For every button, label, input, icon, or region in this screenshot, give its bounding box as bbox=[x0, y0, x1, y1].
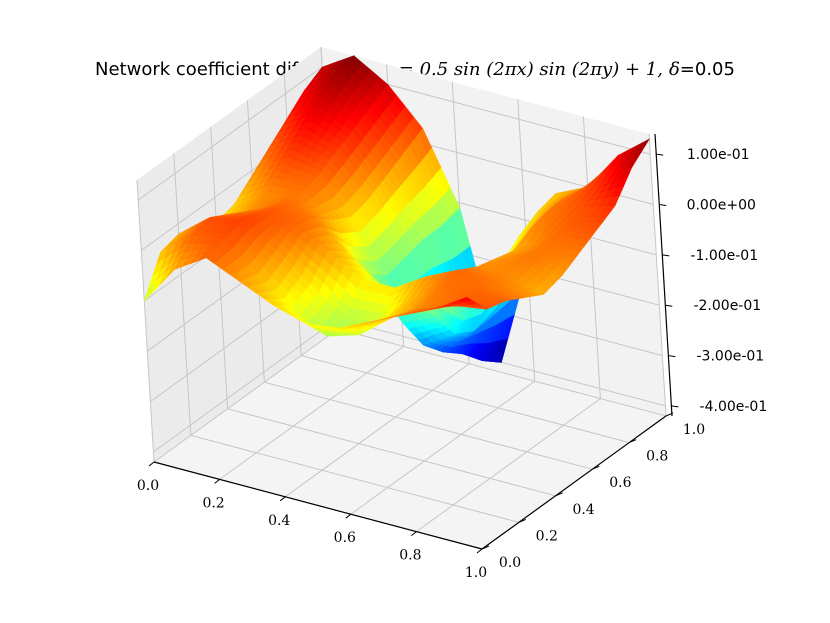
y-tick-label: 0.6 bbox=[609, 475, 631, 491]
surface-mesh bbox=[144, 55, 651, 363]
y-tick-mark bbox=[665, 412, 674, 417]
z-tick-mark bbox=[656, 153, 664, 156]
z-tick-mark bbox=[659, 204, 667, 206]
x-tick-mark bbox=[345, 513, 352, 519]
surface-facet bbox=[458, 296, 473, 303]
x-tick-label: 0.8 bbox=[399, 548, 421, 564]
y-axis-line bbox=[481, 415, 667, 550]
z-tick-mark bbox=[668, 355, 676, 358]
x-tick-label: 0.2 bbox=[202, 495, 224, 511]
x-tick-mark bbox=[148, 461, 155, 467]
z-tick-mark bbox=[671, 405, 679, 408]
z-tick-label: -2.00e-01 bbox=[693, 298, 761, 314]
y-axis-ticks: 0.0 0.2 0.4 0.6 0.8 1.0 bbox=[481, 412, 705, 571]
z-tick-label: 0.00e+00 bbox=[687, 198, 756, 214]
z-tick-mark bbox=[665, 304, 673, 307]
x-tick-mark bbox=[476, 548, 483, 554]
y-tick-mark bbox=[518, 518, 526, 523]
x-tick-label: 0.6 bbox=[334, 530, 356, 546]
y-tick-label: 0.0 bbox=[499, 555, 521, 571]
pane-floor bbox=[154, 329, 666, 549]
y-tick-label: 0.8 bbox=[646, 449, 668, 465]
x-axis-ticks: 0.0 0.2 0.4 0.6 0.8 1.0 bbox=[137, 461, 487, 581]
z-axis-line bbox=[654, 133, 673, 417]
x-tick-label: 1.0 bbox=[465, 565, 487, 581]
y-tick-label: 1.0 bbox=[683, 422, 705, 438]
y-tick-mark bbox=[555, 492, 563, 497]
z-tick-mark bbox=[662, 254, 670, 257]
z-axis-ticks: -4.00e-01 -3.00e-01 -2.00e-01 -1.00e-01 0.00… bbox=[656, 147, 767, 415]
y-tick-label: 0.2 bbox=[536, 528, 558, 544]
chart-title-formula: q = 0.5 sin (2πx) sin (2πy) + 1, bbox=[382, 59, 663, 80]
y-tick-mark bbox=[481, 545, 490, 550]
chart-title-delta-value: =0.05 bbox=[680, 59, 735, 80]
axes-lines bbox=[153, 133, 673, 550]
z-tick-label: -4.00e-01 bbox=[700, 399, 768, 415]
chart-title-delta-symbol: δ bbox=[669, 59, 680, 80]
y-tick-label: 0.4 bbox=[572, 502, 594, 518]
z-tick-label: -3.00e-01 bbox=[697, 349, 765, 365]
x-tick-label: 0.4 bbox=[268, 513, 290, 529]
x-tick-mark bbox=[214, 479, 220, 484]
z-tick-label: 1.00e-01 bbox=[687, 147, 750, 163]
x-tick-label: 0.0 bbox=[137, 478, 159, 494]
z-tick-label: -1.00e-01 bbox=[690, 248, 758, 264]
x-tick-mark bbox=[279, 496, 286, 502]
x-tick-mark bbox=[411, 531, 417, 536]
x-axis-line bbox=[153, 461, 483, 550]
y-tick-mark bbox=[592, 465, 600, 470]
y-tick-mark bbox=[629, 439, 637, 444]
